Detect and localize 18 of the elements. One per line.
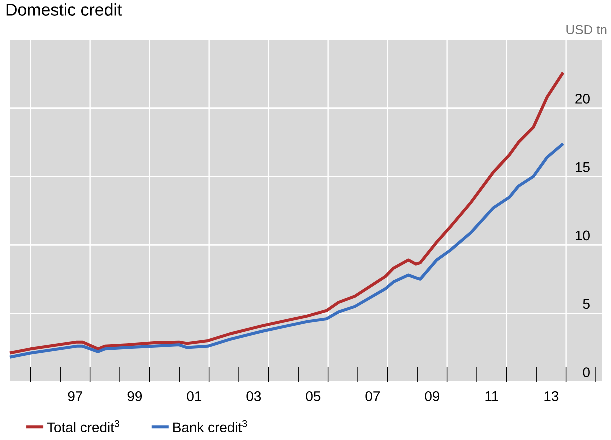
x-tick-label: 97	[68, 392, 83, 402]
x-tick-label: 99	[128, 392, 142, 402]
x-tick-label: 11	[486, 392, 498, 402]
chart-title: Domestic credit	[6, 4, 122, 16]
legend-label: Bank credit$^{3}$	[174, 420, 248, 433]
y-tick-label: 5	[583, 299, 590, 310]
y-tick-label: 15	[576, 162, 590, 172]
x-tick-label: 13	[544, 392, 559, 402]
legend-label: Total credit$^{3}$	[47, 420, 120, 433]
x-tick-label: 09	[425, 392, 440, 402]
y-tick-label: 10	[576, 230, 590, 241]
y-tick-label: 0	[583, 368, 590, 378]
x-tick-label: 03	[246, 392, 262, 402]
x-tick-label: 01	[187, 392, 202, 402]
y-tick-label: 20	[576, 94, 590, 104]
y-axis-title: USD tn	[566, 25, 607, 34]
x-tick-label: 05	[306, 392, 321, 402]
x-tick-label: 07	[366, 392, 380, 402]
